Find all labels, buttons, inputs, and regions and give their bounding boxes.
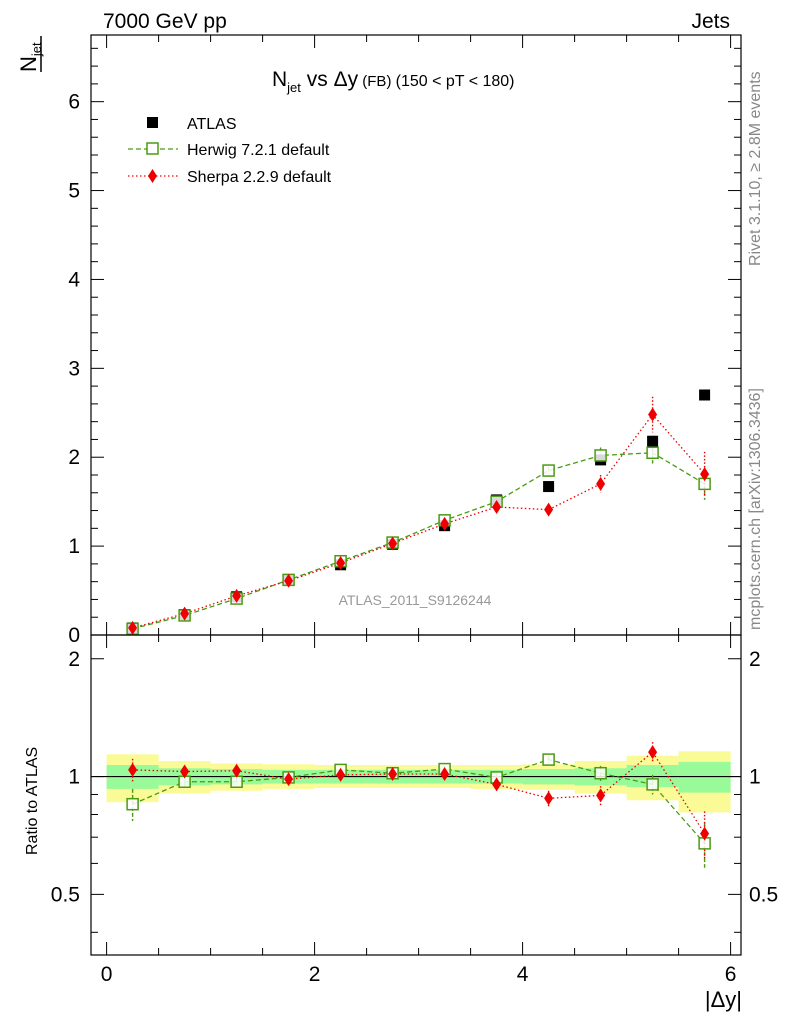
herwig-point [646, 446, 659, 460]
sherpa-line [132, 413, 706, 629]
herwig-point [594, 449, 607, 462]
ratio-tick-label-right: 2 [749, 648, 761, 671]
atlas-point [543, 481, 555, 493]
sherpa-point [128, 620, 138, 635]
herwig-ratio-point [126, 797, 139, 811]
ratio-frame [90, 634, 742, 956]
ratio-tick-label-left: 0.5 [51, 883, 80, 906]
y-tick-label: 4 [68, 268, 80, 291]
chart-title-tail: (150 < pT < 180) [396, 73, 515, 90]
sherpa-point [336, 556, 346, 570]
ratio-band-inner [678, 761, 731, 793]
herwig-ratio-point [230, 775, 243, 788]
sherpa-point [284, 573, 294, 588]
herwig-ratio-point [542, 753, 555, 766]
ratio-tick-label-left: 2 [68, 648, 80, 671]
main-panel: 0 1 2 3 4 5 6 [68, 34, 742, 955]
y-axis-title-main: N [16, 56, 41, 72]
y-tick-label: 1 [68, 535, 80, 558]
y-tick-label: 2 [68, 446, 80, 469]
sherpa-ratio-point [440, 767, 450, 782]
herwig-ratio-point [594, 766, 607, 780]
chart-title-sub: jet [286, 80, 301, 95]
y-axis-title: Njet [16, 36, 44, 72]
x-axis-title: |Δy| [705, 987, 742, 1012]
legend-atlas-label: ATLAS [187, 116, 237, 133]
herwig-ratio-point [646, 778, 659, 791]
legend-herwig-label: Herwig 7.2.1 default [187, 142, 330, 159]
herwig-line [132, 452, 705, 630]
legend: ATLAS Herwig 7.2.1 default Sherpa 2.2.9 … [128, 116, 332, 186]
sherpa-ratio-point [648, 745, 658, 760]
sherpa-point [232, 588, 242, 603]
sherpa-ratio-point [596, 788, 606, 803]
sherpa-point [596, 476, 606, 491]
y-tick-label: 6 [68, 91, 80, 114]
sherpa-point [544, 502, 554, 517]
analysis-watermark: ATLAS_2011_S9126244 [339, 592, 492, 608]
mcplots-reference-text: mcplots.cern.ch [arXiv:1306.3436] [747, 388, 764, 630]
sherpa-ratio-point [284, 772, 294, 787]
sherpa-ratio-point [180, 764, 190, 779]
chart-title-small: (FB) [358, 73, 396, 90]
rivet-version-text: Rivet 3.1.10, ≥ 2.8M events [747, 71, 764, 266]
chart-title-main: N [272, 68, 287, 91]
sherpa-point [440, 516, 450, 531]
herwig-point [542, 464, 555, 477]
header-right: Jets [691, 10, 730, 33]
x-tick-label: 6 [725, 963, 737, 986]
ratio-tick-label-left: 1 [68, 766, 80, 789]
x-tick-label: 2 [309, 963, 321, 986]
svg-text:Njet: Njet [16, 42, 44, 72]
x-tick-label: 0 [101, 963, 113, 986]
sherpa-ratio-point [336, 767, 346, 782]
legend-item-herwig: Herwig 7.2.1 default [128, 142, 330, 159]
sherpa-ratio-point [492, 777, 502, 792]
sherpa-point [700, 467, 710, 482]
legend-atlas-marker [147, 117, 158, 128]
atlas-point [647, 435, 659, 447]
legend-sherpa-marker [148, 169, 157, 183]
sherpa-point [180, 606, 190, 621]
sherpa-ratio-point [544, 791, 554, 806]
chart-title: Njet vs Δy (FB) (150 < pT < 180) [272, 68, 515, 95]
ratio-tick-label-right: 1 [749, 766, 761, 789]
sherpa-point [492, 500, 502, 514]
legend-item-atlas: ATLAS [147, 116, 237, 133]
sherpa-point [388, 536, 398, 551]
sherpa-ratio-point [128, 762, 138, 777]
header-left: 7000 GeV pp [103, 10, 227, 33]
sherpa-ratio-point [700, 826, 710, 841]
y-tick-label: 5 [68, 180, 80, 203]
sherpa-ratio-point [388, 767, 398, 782]
sherpa-ratio-point [232, 763, 242, 778]
y-tick-label: 3 [68, 357, 80, 380]
herwig-ratio-line [132, 758, 706, 844]
legend-item-sherpa: Sherpa 2.2.9 default [128, 169, 332, 186]
ratio-y-axis-title: Ratio to ATLAS [24, 747, 41, 855]
atlas-point [699, 389, 711, 401]
ratio-tick-label-right: 0.5 [749, 883, 778, 906]
chart-title-rest: vs Δy [301, 68, 359, 91]
ratio-panel: 0 2 4 6 0.5 0.5 1 1 2 2 [51, 634, 778, 986]
legend-herwig-marker [146, 142, 159, 155]
x-tick-label: 4 [517, 963, 529, 986]
y-tick-label: 0 [68, 624, 80, 647]
legend-sherpa-label: Sherpa 2.2.9 default [187, 169, 332, 186]
sherpa-point [648, 407, 658, 422]
